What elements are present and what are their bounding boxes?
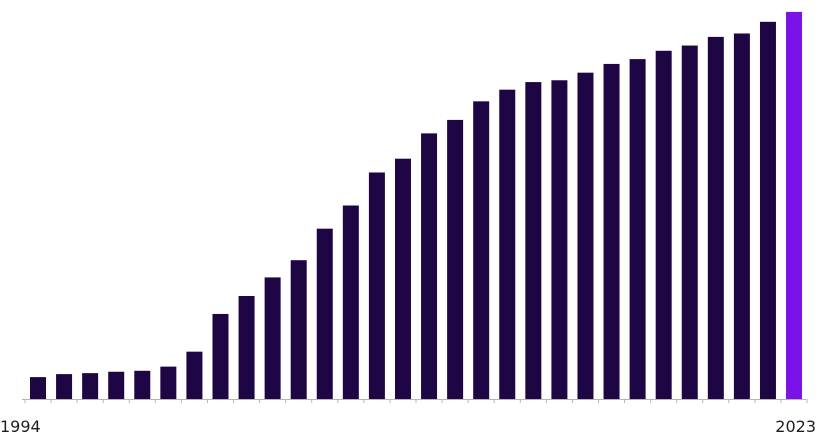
bar-2003: [264, 277, 281, 399]
bar-2015: [577, 72, 594, 400]
bar-2019: [681, 45, 698, 399]
bar-2006: [342, 205, 359, 399]
bar-2016: [603, 63, 620, 400]
bar-2010: [447, 119, 464, 399]
bars-group: [30, 11, 803, 400]
bar-2005: [316, 228, 333, 399]
bar-2020: [707, 36, 724, 399]
x-axis-start-label: 1994: [0, 417, 41, 436]
bar-2013: [525, 82, 542, 399]
bar-2002: [238, 296, 255, 399]
bar-1994: [30, 377, 46, 399]
bar-2023: [786, 11, 803, 399]
x-axis-ticks: [24, 399, 808, 403]
bar-1997: [108, 371, 125, 399]
bar-1996: [82, 373, 99, 399]
bar-1999: [160, 366, 177, 399]
bar-2018: [655, 50, 672, 399]
bar-2007: [368, 172, 385, 399]
bar-2008: [394, 158, 411, 399]
x-axis-end-label: 2023: [775, 417, 816, 436]
bar-1998: [134, 370, 151, 399]
bar-2009: [421, 133, 438, 399]
bar-2014: [551, 80, 568, 400]
bar-2004: [290, 260, 307, 399]
bar-2000: [186, 351, 203, 399]
bar-2017: [629, 59, 646, 400]
bar-2011: [473, 101, 490, 399]
bar-1995: [56, 374, 73, 399]
bar-2001: [212, 313, 229, 399]
bar-2022: [759, 21, 776, 399]
bar-2021: [733, 33, 750, 399]
bar-2012: [499, 89, 516, 400]
